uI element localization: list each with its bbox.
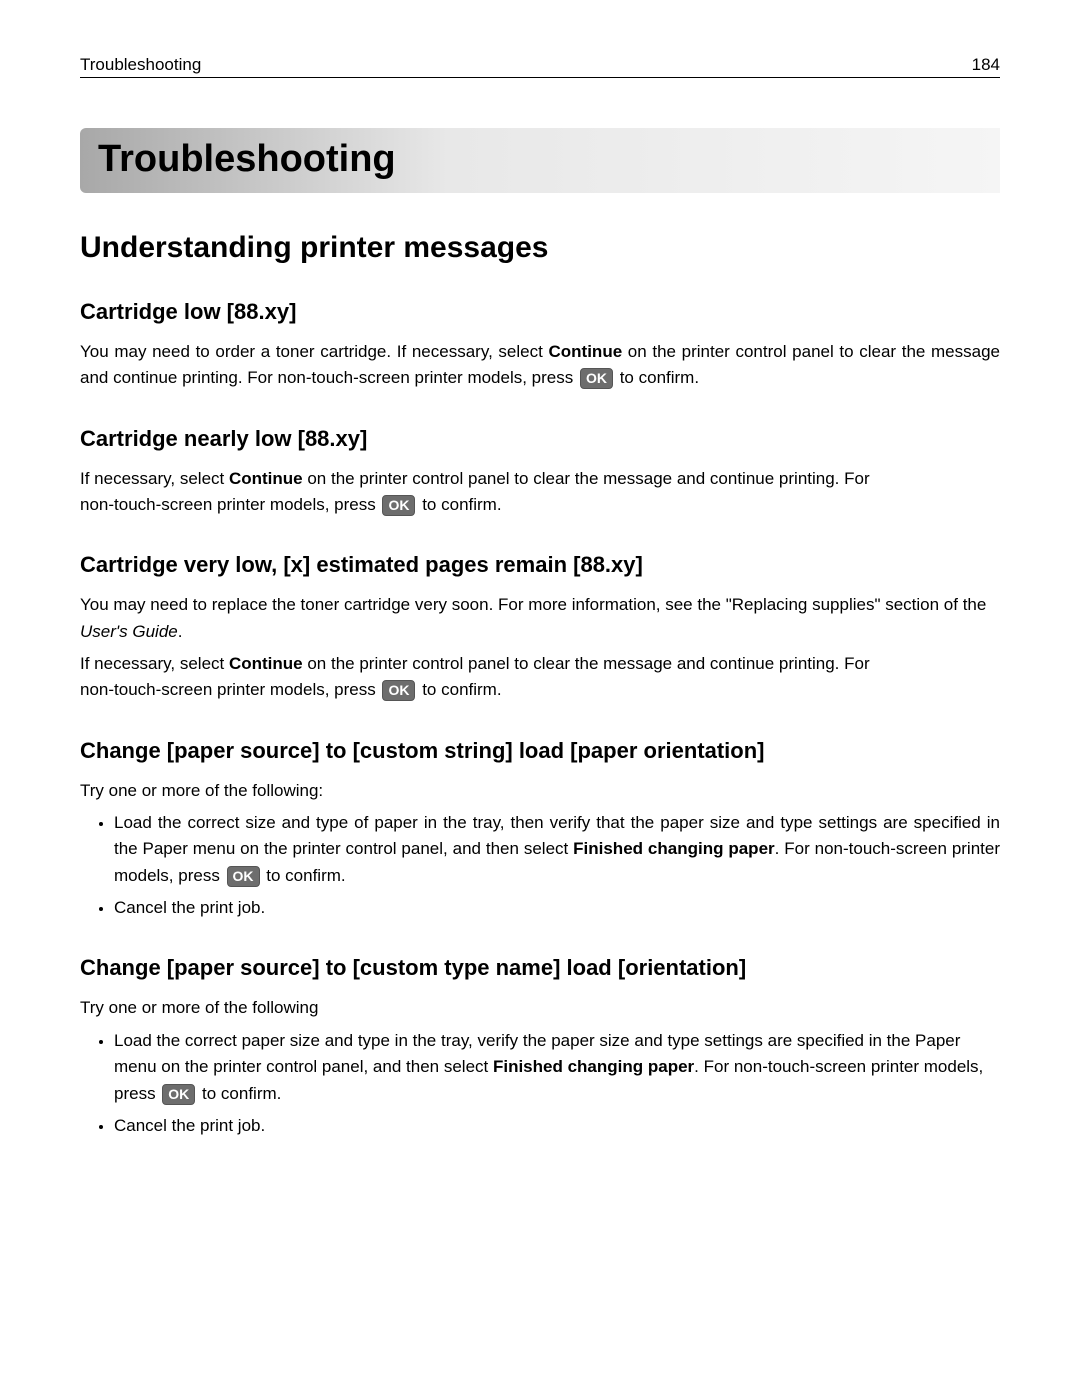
ok-icon: OK [580, 368, 613, 389]
subsection-cartridge-very-low: Cartridge very low, [x] estimated pages … [80, 552, 1000, 703]
ok-icon: OK [382, 495, 415, 516]
body-text: Try one or more of the following [80, 995, 1000, 1021]
text-fragment: to confirm. [417, 680, 501, 699]
breadcrumb: Troubleshooting [80, 55, 201, 75]
chapter-title: Troubleshooting [98, 138, 982, 181]
subsection-cartridge-low: Cartridge low [88.xy] You may need to or… [80, 299, 1000, 392]
page-header: Troubleshooting 184 [80, 55, 1000, 78]
subsection-heading: Cartridge nearly low [88.xy] [80, 426, 1000, 452]
bullet-list: Load the correct paper size and type in … [80, 1028, 1000, 1139]
text-fragment: You may need to replace the toner cartri… [80, 595, 986, 614]
body-text: You may need to order a toner cartridge.… [80, 339, 1000, 392]
page-number: 184 [972, 55, 1000, 75]
bold-text: Finished changing paper [573, 839, 775, 858]
page-container: Troubleshooting 184 Troubleshooting Unde… [0, 0, 1080, 1209]
ok-icon: OK [162, 1084, 195, 1105]
subsection-cartridge-nearly-low: Cartridge nearly low [88.xy] If necessar… [80, 426, 1000, 519]
text-fragment: . [178, 622, 183, 641]
section-title: Understanding printer messages [80, 231, 1000, 265]
body-text: If necessary, select Continue on the pri… [80, 651, 1000, 704]
list-item: Load the correct paper size and type in … [114, 1028, 1000, 1107]
body-text: You may need to replace the toner cartri… [80, 592, 1000, 645]
ok-icon: OK [382, 680, 415, 701]
text-fragment: to confirm. [262, 866, 346, 885]
body-text: If necessary, select Continue on the pri… [80, 466, 1000, 519]
bold-text: Continue [549, 342, 623, 361]
bold-text: Finished changing paper [493, 1057, 694, 1076]
text-fragment: You may need to order a toner cartridge.… [80, 342, 549, 361]
ok-icon: OK [227, 866, 260, 887]
subsection-heading: Change [paper source] to [custom string]… [80, 738, 1000, 764]
body-text: Try one or more of the following: [80, 778, 1000, 804]
text-fragment: to confirm. [615, 368, 699, 387]
subsection-change-paper-source-custom-string: Change [paper source] to [custom string]… [80, 738, 1000, 922]
bold-text: Continue [229, 654, 303, 673]
italic-text: User's Guide [80, 622, 178, 641]
list-item: Cancel the print job. [114, 895, 1000, 921]
text-fragment: to confirm. [417, 495, 501, 514]
list-item: Cancel the print job. [114, 1113, 1000, 1139]
subsection-change-paper-source-custom-type: Change [paper source] to [custom type na… [80, 955, 1000, 1139]
text-fragment: to confirm. [197, 1084, 281, 1103]
bold-text: Continue [229, 469, 303, 488]
bullet-list: Load the correct size and type of paper … [80, 810, 1000, 921]
chapter-title-bar: Troubleshooting [80, 128, 1000, 193]
subsection-heading: Change [paper source] to [custom type na… [80, 955, 1000, 981]
text-fragment: If necessary, select [80, 469, 229, 488]
subsection-heading: Cartridge low [88.xy] [80, 299, 1000, 325]
subsection-heading: Cartridge very low, [x] estimated pages … [80, 552, 1000, 578]
text-fragment: If necessary, select [80, 654, 229, 673]
list-item: Load the correct size and type of paper … [114, 810, 1000, 889]
